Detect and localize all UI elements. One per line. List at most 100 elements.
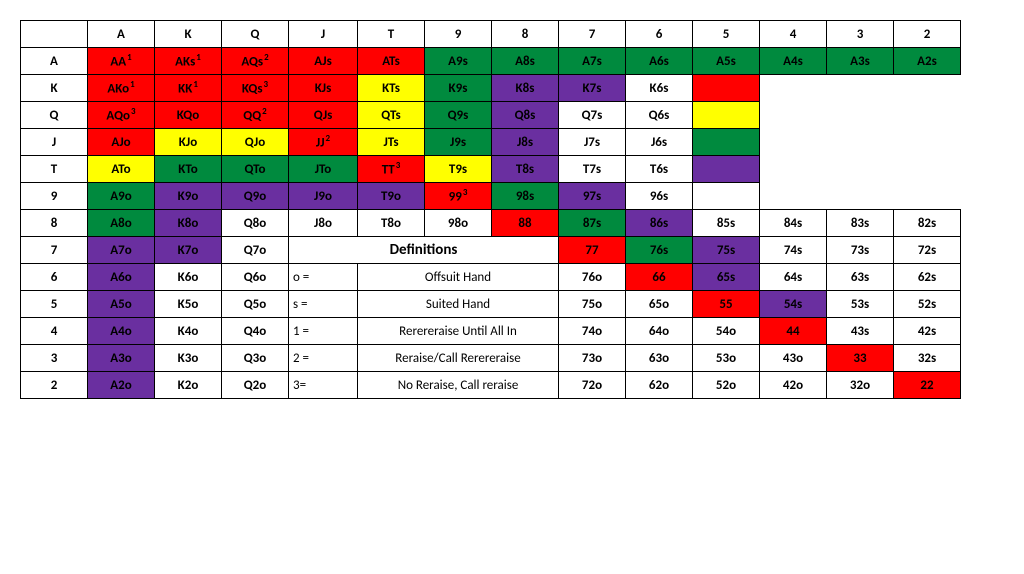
hand-cell-KTs: KTs xyxy=(358,75,425,102)
hand-cell-J9o: J9o xyxy=(289,183,358,210)
hand-cell-54s: 54s xyxy=(760,291,827,318)
col-header-A: A xyxy=(88,21,155,48)
hand-cell-AJs: AJs xyxy=(289,48,358,75)
poker-starting-hands-chart: AKQJT98765432AAA1AKs1AQs2AJsATsA9sA8sA7s… xyxy=(20,20,961,399)
hand-cell-A3o: A3o xyxy=(88,345,155,372)
hand-cell-43s: 43s xyxy=(827,318,894,345)
col-header-4: 4 xyxy=(760,21,827,48)
hand-cell-77: 77 xyxy=(559,237,626,264)
legend-swatch-red xyxy=(693,75,760,102)
hand-cell-A4s: A4s xyxy=(760,48,827,75)
col-header-7: 7 xyxy=(559,21,626,48)
hand-cell-Q3o: Q3o xyxy=(222,345,289,372)
hand-cell-QTo: QTo xyxy=(222,156,289,183)
hand-cell-AKo: AKo1 xyxy=(88,75,155,102)
hand-cell-J8o: J8o xyxy=(289,210,358,237)
col-header-3: 3 xyxy=(827,21,894,48)
hand-cell-99: 993 xyxy=(425,183,492,210)
hand-cell-TT: TT3 xyxy=(358,156,425,183)
row-header-8: 8 xyxy=(21,210,88,237)
hand-cell-QJo: QJo xyxy=(222,129,289,156)
hand-cell-53o: 53o xyxy=(693,345,760,372)
hand-cell-KQs: KQs3 xyxy=(222,75,289,102)
hand-cell-Q7o: Q7o xyxy=(222,237,289,264)
hand-cell-KJs: KJs xyxy=(289,75,358,102)
hand-cell-85s: 85s xyxy=(693,210,760,237)
hand-cell-JTo: JTo xyxy=(289,156,358,183)
hand-cell-KQo: KQo xyxy=(155,102,222,129)
row-header-Q: Q xyxy=(21,102,88,129)
hand-cell-AQo: AQo3 xyxy=(88,102,155,129)
row-header-6: 6 xyxy=(21,264,88,291)
hand-cell-44: 44 xyxy=(760,318,827,345)
hand-cell-Q8s: Q8s xyxy=(492,102,559,129)
hand-cell-62o: 62o xyxy=(626,372,693,399)
hand-cell-JTs: JTs xyxy=(358,129,425,156)
hand-cell-64o: 64o xyxy=(626,318,693,345)
row-header-3: 3 xyxy=(21,345,88,372)
hand-cell-A8o: A8o xyxy=(88,210,155,237)
hand-cell-QJs: QJs xyxy=(289,102,358,129)
hand-cell-33: 33 xyxy=(827,345,894,372)
hand-cell-A5s: A5s xyxy=(693,48,760,75)
hand-cell-76o: 76o xyxy=(559,264,626,291)
hand-cell-Q7s: Q7s xyxy=(559,102,626,129)
col-header-5: 5 xyxy=(693,21,760,48)
hand-cell-AA: AA1 xyxy=(88,48,155,75)
hand-cell-62s: 62s xyxy=(894,264,961,291)
hand-cell-65o: 65o xyxy=(626,291,693,318)
definition-text: Suited Hand xyxy=(358,291,559,318)
row-header-5: 5 xyxy=(21,291,88,318)
row-header-J: J xyxy=(21,129,88,156)
definition-text: Reraise/Call Rerereraise xyxy=(358,345,559,372)
hand-cell-AJo: AJo xyxy=(88,129,155,156)
hand-cell-86s: 86s xyxy=(626,210,693,237)
hand-cell-32s: 32s xyxy=(894,345,961,372)
hand-cell-A3s: A3s xyxy=(827,48,894,75)
hand-cell-A9s: A9s xyxy=(425,48,492,75)
corner-cell xyxy=(21,21,88,48)
hand-cell-Q8o: Q8o xyxy=(222,210,289,237)
col-header-J: J xyxy=(289,21,358,48)
hand-cell-75o: 75o xyxy=(559,291,626,318)
hand-cell-22: 22 xyxy=(894,372,961,399)
hand-cell-ATo: ATo xyxy=(88,156,155,183)
row-header-9: 9 xyxy=(21,183,88,210)
hand-cell-Q5o: Q5o xyxy=(222,291,289,318)
col-header-K: K xyxy=(155,21,222,48)
hand-cell-Q4o: Q4o xyxy=(222,318,289,345)
hand-cell-Q2o: Q2o xyxy=(222,372,289,399)
hand-cell-52o: 52o xyxy=(693,372,760,399)
hand-cell-AKs: AKs1 xyxy=(155,48,222,75)
hand-cell-73s: 73s xyxy=(827,237,894,264)
hand-cell-72s: 72s xyxy=(894,237,961,264)
hand-cell-A7o: A7o xyxy=(88,237,155,264)
hand-cell-K7s: K7s xyxy=(559,75,626,102)
hand-cell-55: 55 xyxy=(693,291,760,318)
hand-cell-A4o: A4o xyxy=(88,318,155,345)
hand-cell-T9o: T9o xyxy=(358,183,425,210)
definition-key: o = xyxy=(289,264,358,291)
hand-cell-T9s: T9s xyxy=(425,156,492,183)
hand-cell-K6s: K6s xyxy=(626,75,693,102)
col-header-T: T xyxy=(358,21,425,48)
hand-cell-53s: 53s xyxy=(827,291,894,318)
hand-cell-QQ: QQ2 xyxy=(222,102,289,129)
row-header-T: T xyxy=(21,156,88,183)
hand-cell-J7s: J7s xyxy=(559,129,626,156)
hand-cell-A6o: A6o xyxy=(88,264,155,291)
hand-cell-Q9s: Q9s xyxy=(425,102,492,129)
hand-cell-K5o: K5o xyxy=(155,291,222,318)
hand-cell-AQs: AQs2 xyxy=(222,48,289,75)
hand-cell-63o: 63o xyxy=(626,345,693,372)
definition-key: 1 = xyxy=(289,318,358,345)
hand-cell-A8s: A8s xyxy=(492,48,559,75)
hand-cell-T7s: T7s xyxy=(559,156,626,183)
hand-cell-J8s: J8s xyxy=(492,129,559,156)
hand-cell-72o: 72o xyxy=(559,372,626,399)
definition-key: 3= xyxy=(289,372,358,399)
definition-text: No Reraise, Call reraise xyxy=(358,372,559,399)
hand-cell-Q9o: Q9o xyxy=(222,183,289,210)
hand-cell-76s: 76s xyxy=(626,237,693,264)
hand-cell-QTs: QTs xyxy=(358,102,425,129)
